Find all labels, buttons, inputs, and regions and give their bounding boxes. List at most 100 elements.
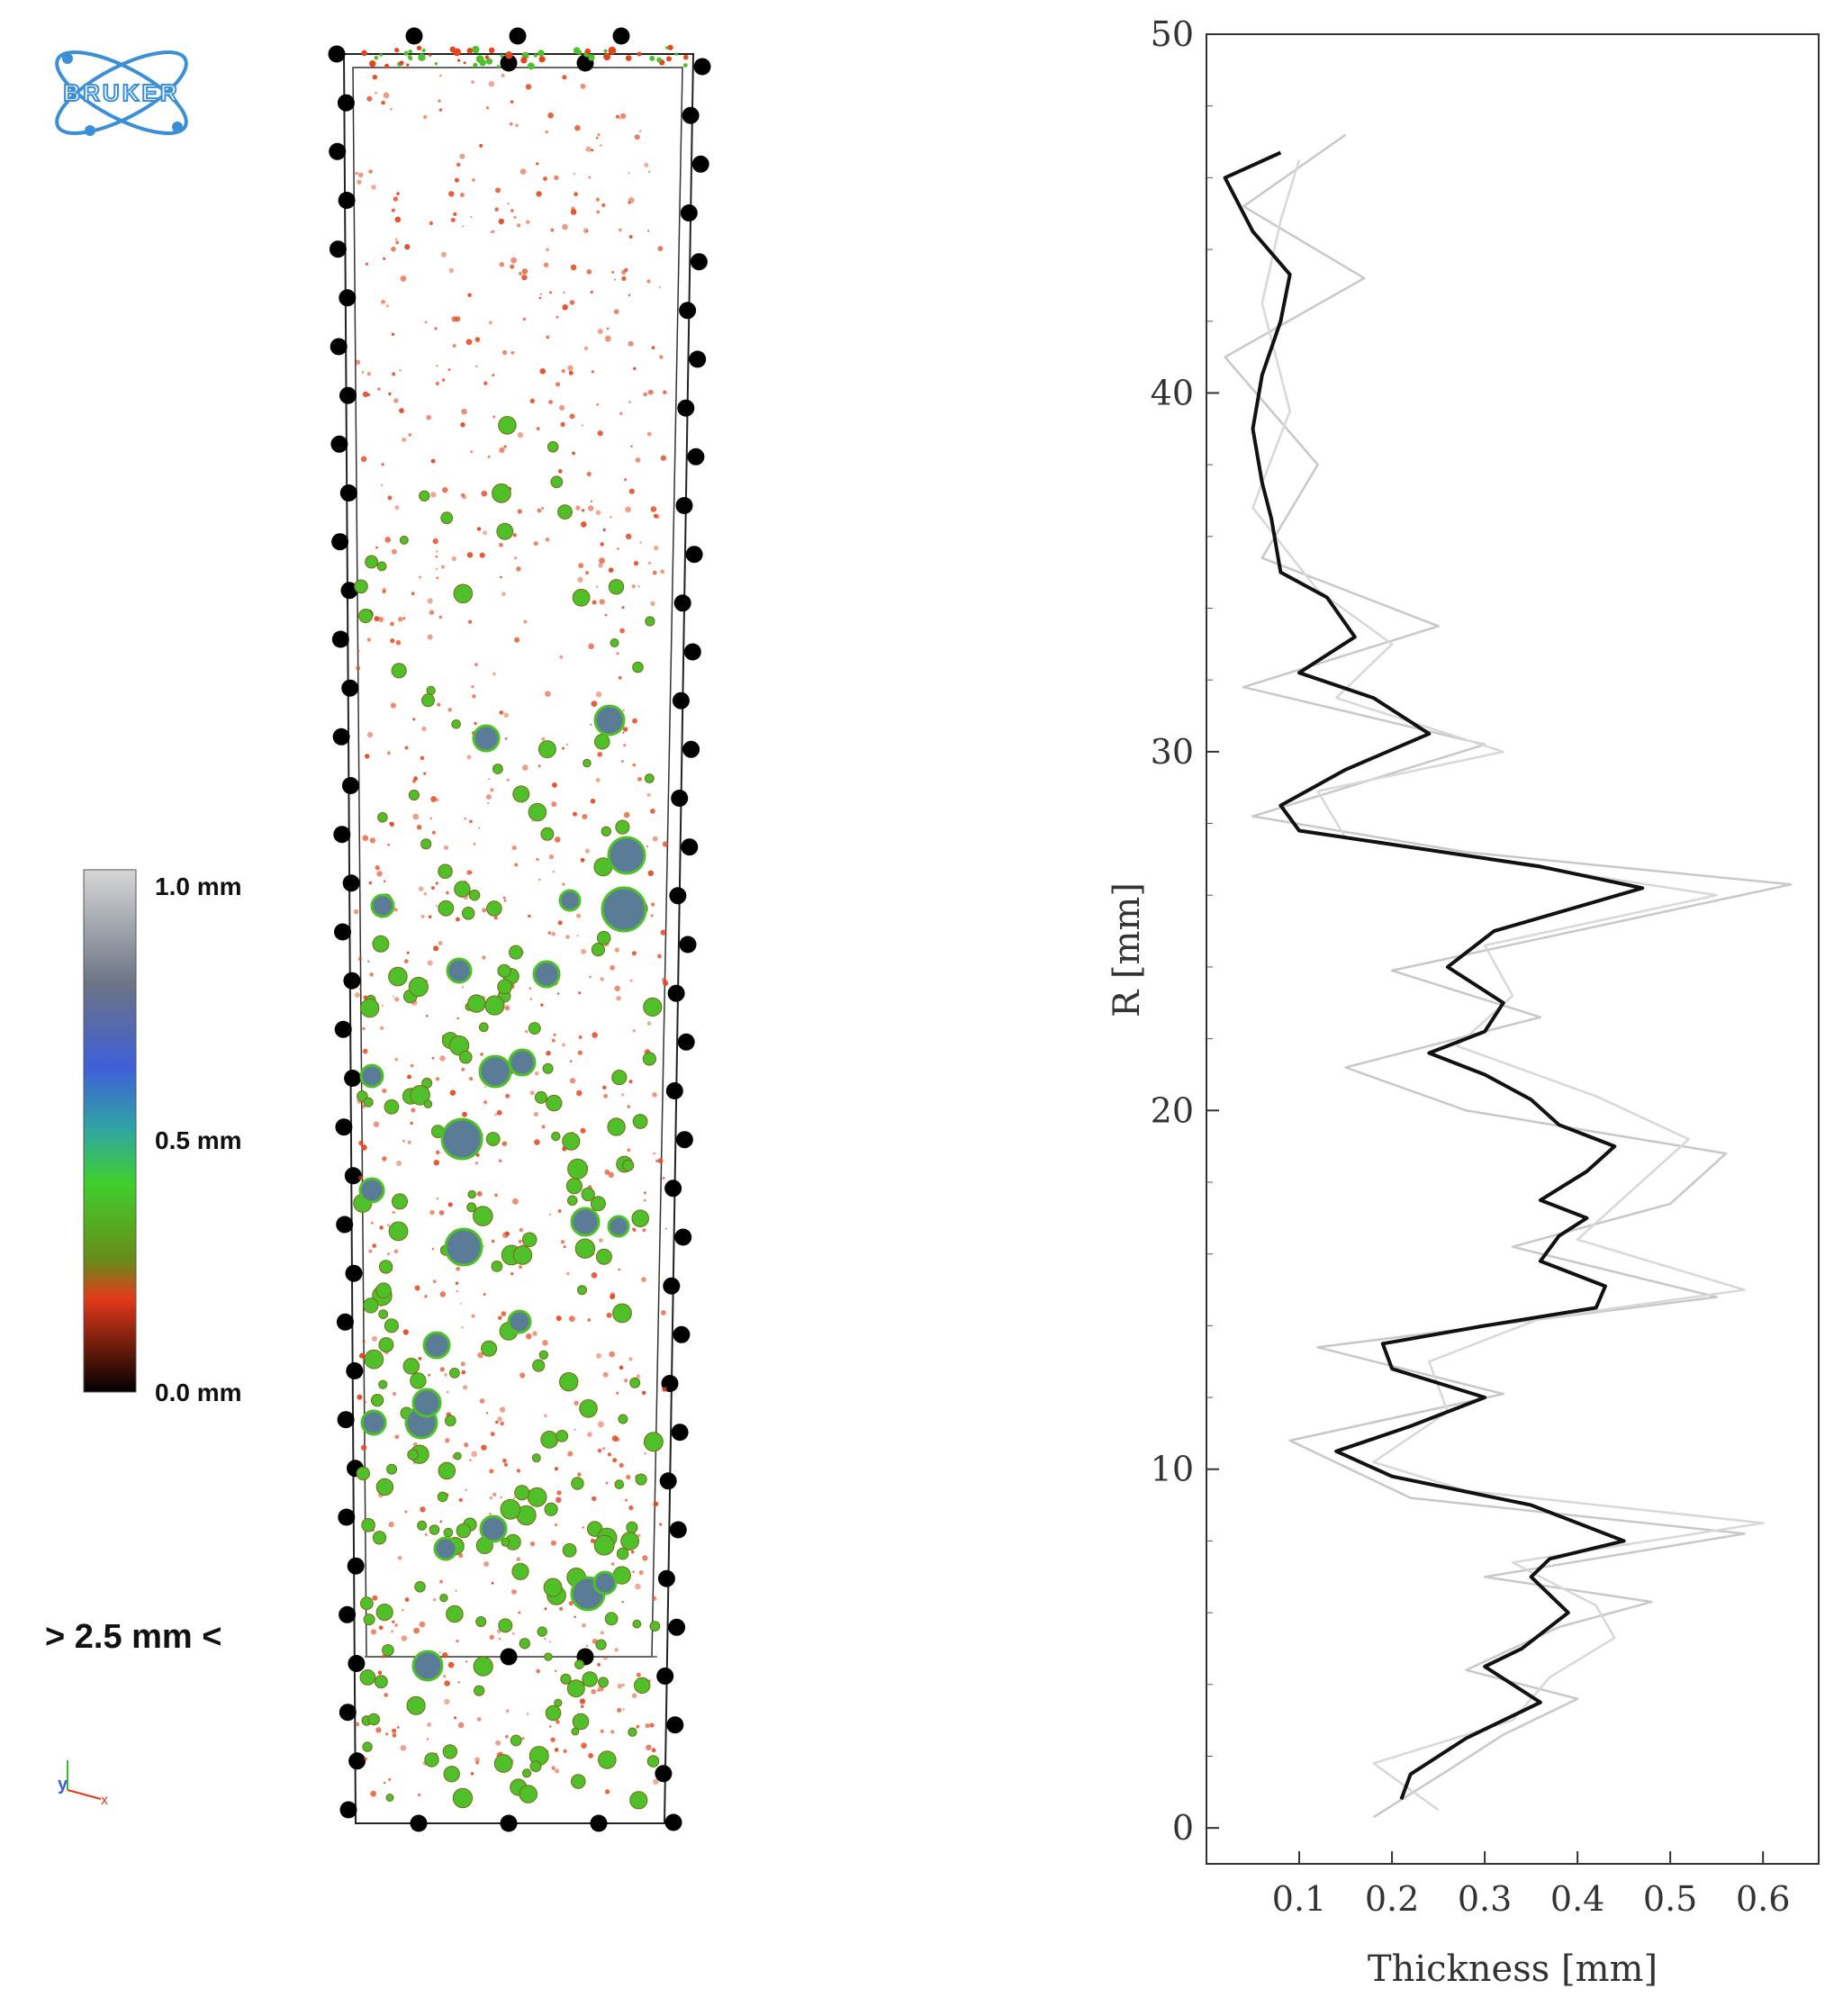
particle-large — [607, 836, 646, 875]
particle-small — [460, 493, 465, 498]
particle-small — [555, 1768, 560, 1774]
particle-medium — [528, 1022, 541, 1035]
particle-small — [646, 845, 648, 848]
particle-small — [368, 1249, 373, 1253]
particle-small — [365, 754, 370, 759]
particle-top-band — [603, 53, 611, 60]
particle-small — [422, 114, 428, 119]
particle-small — [416, 825, 422, 830]
particle-small — [504, 1005, 510, 1011]
particle-medium — [622, 1159, 635, 1171]
particle-small — [519, 168, 527, 175]
particle-small — [378, 617, 384, 622]
particle-medium — [493, 1754, 513, 1773]
particle-large — [507, 1309, 532, 1334]
particle-small — [391, 1630, 394, 1633]
particle-small — [549, 1725, 552, 1728]
particle-small — [393, 908, 398, 912]
particle-medium — [399, 535, 409, 545]
particle-small — [362, 1339, 366, 1343]
particle-small — [546, 248, 549, 252]
particle-small — [510, 257, 517, 264]
particle-small — [393, 1249, 399, 1254]
particle-small — [597, 329, 603, 334]
frame-node — [656, 1668, 674, 1685]
particle-small — [560, 1240, 565, 1244]
particle-medium — [590, 1196, 606, 1212]
particle-small — [518, 271, 522, 276]
frame-node — [339, 289, 357, 307]
particle-small — [455, 316, 461, 322]
particle-small — [473, 843, 476, 845]
particle-small — [622, 1708, 625, 1711]
particle-small — [579, 1698, 586, 1704]
particle-small — [589, 975, 592, 979]
frame-node — [334, 923, 351, 941]
particle-medium — [376, 561, 387, 572]
particle-small — [370, 1629, 377, 1635]
particle-medium — [646, 1755, 660, 1767]
particle-small — [366, 637, 371, 642]
particle-small — [545, 538, 550, 542]
particle-small — [550, 1737, 556, 1742]
particle-small — [485, 794, 492, 800]
particle-large — [601, 886, 647, 933]
particle-medium — [468, 889, 481, 901]
particle-small — [575, 505, 581, 511]
particle-medium — [359, 1596, 374, 1611]
particle-medium — [438, 863, 453, 880]
particle-medium — [442, 1744, 457, 1759]
particle-small — [533, 1112, 538, 1116]
particle-medium — [485, 1132, 501, 1146]
particle-small — [501, 1141, 507, 1146]
particle-small — [621, 760, 624, 763]
y-tick-label: 10 — [1151, 1450, 1194, 1489]
particle-small — [610, 1562, 615, 1566]
particle-medium — [367, 1713, 381, 1726]
particle-small — [554, 1523, 557, 1526]
particle-small — [502, 1232, 509, 1238]
particle-medium — [542, 1062, 554, 1074]
particle-small — [628, 401, 631, 403]
particle-small — [394, 1434, 400, 1440]
particle-small — [353, 909, 359, 915]
particle-medium — [521, 1768, 532, 1778]
particle-small — [440, 251, 447, 258]
particle-medium — [408, 976, 429, 998]
particle-small — [653, 1152, 656, 1155]
particle-small — [474, 337, 481, 342]
particle-small — [438, 1651, 441, 1654]
particle-small — [631, 1550, 635, 1554]
particle-small — [613, 278, 617, 281]
particle-small — [373, 1121, 380, 1127]
particle-small — [627, 1148, 631, 1153]
particle-small — [478, 827, 481, 829]
particle-medium — [473, 1206, 493, 1226]
particle-small — [635, 1583, 641, 1590]
particle-small — [649, 1722, 655, 1728]
particle-small — [569, 413, 575, 420]
particle-small — [621, 1093, 625, 1097]
particle-small — [573, 172, 576, 176]
triad-x-label: x — [101, 1793, 108, 1808]
particle-small — [652, 1596, 657, 1601]
particle-small — [387, 1252, 390, 1255]
particle-small — [628, 294, 631, 297]
particle-small — [391, 208, 395, 212]
particle-small — [461, 1067, 465, 1071]
particle-small — [604, 1789, 610, 1795]
particle-small — [387, 495, 393, 501]
particle-medium — [596, 930, 611, 945]
particle-small — [394, 997, 400, 1002]
frame-node — [671, 790, 689, 807]
particle-medium — [546, 1094, 563, 1112]
particle-small — [566, 1271, 570, 1276]
particle-small — [653, 1778, 659, 1785]
particle-small — [591, 149, 594, 152]
particle-medium — [531, 1453, 541, 1463]
particle-small — [366, 731, 374, 738]
particle-top-band — [418, 53, 426, 61]
particle-medium — [406, 1695, 426, 1715]
particle-small — [491, 1581, 494, 1585]
particle-small — [388, 1521, 394, 1528]
